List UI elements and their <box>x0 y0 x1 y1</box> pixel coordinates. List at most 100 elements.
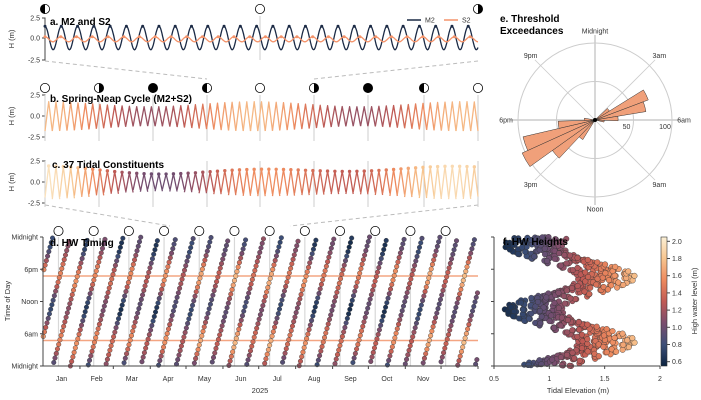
moon-full-icon <box>123 225 134 236</box>
hw-peak-marker <box>428 165 432 169</box>
tide-cycle-line <box>66 166 76 199</box>
hw-timing-point <box>408 276 414 282</box>
hw-height-point <box>625 344 632 351</box>
polar-direction-label: 9am <box>653 182 667 189</box>
hw-height-point <box>543 294 550 301</box>
tide-cycle-line <box>81 102 90 130</box>
hw-timing-point <box>352 288 358 294</box>
hw-timing-point <box>196 342 202 348</box>
hw-timing-point <box>421 293 427 299</box>
hw-timing-point <box>388 286 394 292</box>
hw-height-point <box>552 236 559 243</box>
m2-peak-marker <box>303 24 307 28</box>
hw-peak-marker <box>105 169 110 173</box>
panel-d-xlabel: 2025 <box>252 386 269 395</box>
hw-timing-point <box>339 333 345 339</box>
hw-timing-point <box>80 251 86 257</box>
hw-timing-point <box>73 278 79 284</box>
hw-timing-point <box>104 294 110 300</box>
hw-timing-point <box>56 275 62 281</box>
s2-peak-marker <box>452 35 456 39</box>
hw-timing-point <box>415 249 421 255</box>
moon-full-icon <box>440 225 451 236</box>
hw-timing-point <box>299 287 305 293</box>
radial-tick: 100 <box>659 124 671 131</box>
tide-cycle-line <box>352 106 362 127</box>
hw-timing-point <box>325 321 331 327</box>
hw-timing-point <box>385 295 391 301</box>
hw-height-point <box>522 248 529 255</box>
hw-timing-point <box>157 358 163 364</box>
hw-timing-point <box>212 350 218 356</box>
hw-height-point <box>567 295 574 302</box>
hw-timing-point <box>67 301 73 307</box>
hw-timing-point <box>336 280 342 286</box>
hw-timing-point <box>315 357 321 363</box>
hw-timing-point <box>361 319 367 325</box>
hw-timing-point <box>346 244 352 250</box>
hw-timing-point <box>371 345 377 351</box>
polar-center <box>593 118 597 122</box>
hw-timing-point <box>101 303 107 309</box>
hw-timing-point <box>160 282 166 288</box>
hw-timing-point <box>441 283 447 289</box>
hw-timing-point <box>253 263 259 269</box>
hw-timing-point <box>190 236 196 242</box>
hw-height-point <box>516 315 523 322</box>
hw-peak-marker <box>413 166 418 170</box>
hw-height-point <box>555 305 562 312</box>
hw-timing-point <box>94 330 100 336</box>
tide-cycle-line <box>235 169 244 194</box>
hw-timing-point <box>404 290 410 296</box>
hw-timing-point <box>363 310 369 316</box>
hw-timing-point <box>265 347 271 353</box>
hw-timing-point <box>437 234 443 240</box>
hw-timing-point <box>254 325 260 331</box>
hw-timing-point <box>194 351 200 357</box>
hw-timing-point <box>396 254 402 260</box>
hw-timing-point <box>265 285 271 291</box>
hw-timing-point <box>442 278 448 284</box>
hw-timing-point <box>75 336 81 342</box>
hw-timing-point <box>198 271 204 277</box>
s2-peak-marker <box>43 35 47 39</box>
hw-height-point <box>579 345 586 352</box>
hw-timing-point <box>384 300 390 306</box>
hw-timing-point <box>95 263 101 269</box>
hw-timing-point <box>203 253 209 259</box>
panel-a-y-axis <box>42 17 46 61</box>
hw-timing-point <box>363 248 369 254</box>
moon-disc <box>362 83 373 94</box>
hw-timing-point <box>412 325 418 331</box>
hw-height-point <box>576 326 583 333</box>
hw-timing-point <box>241 308 247 314</box>
hw-timing-point <box>111 267 117 273</box>
hw-timing-point <box>231 344 237 350</box>
hw-timing-point <box>127 275 133 281</box>
panel-c-ylabel: H (m) <box>7 172 16 191</box>
hw-timing-point <box>294 305 300 311</box>
hw-timing-point <box>233 335 239 341</box>
polar-bar <box>594 119 605 123</box>
hw-timing-point <box>455 362 461 368</box>
hw-height-point <box>564 351 571 358</box>
hw-timing-point <box>58 332 64 338</box>
hw-timing-point <box>375 331 381 337</box>
tide-cycle-line <box>95 169 105 196</box>
hw-timing-point <box>148 260 154 266</box>
hw-timing-point <box>281 288 287 294</box>
polar-bar <box>522 119 596 151</box>
hw-timing-point <box>334 352 340 358</box>
hw-timing-point <box>88 286 94 292</box>
hw-height-point <box>523 239 530 246</box>
hw-timing-point <box>99 312 105 318</box>
hw-height-point <box>581 288 588 295</box>
hw-timing-point <box>87 357 93 363</box>
hw-timing-point <box>108 281 114 287</box>
hw-timing-point <box>225 238 231 244</box>
hw-timing-point <box>246 352 252 358</box>
hw-timing-point <box>257 249 263 255</box>
tide-cycle-line <box>462 101 472 132</box>
tide-cycle-line <box>337 105 347 127</box>
tide-cycle-line <box>470 166 479 197</box>
